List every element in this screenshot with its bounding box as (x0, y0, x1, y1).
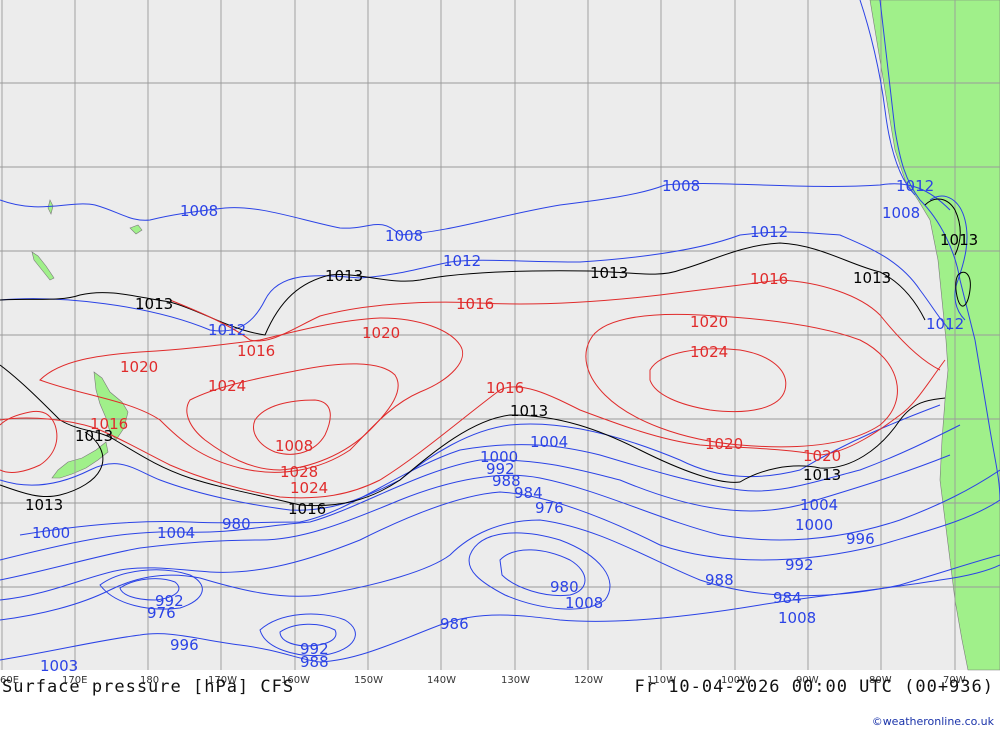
isobar-label: 1013 (25, 496, 63, 514)
lon-label: 70W (943, 675, 966, 686)
isobar-label: 980 (222, 515, 251, 533)
lon-label: 160W (281, 675, 310, 686)
isobar-label: 1000 (480, 448, 518, 466)
isobar-label: 1008 (180, 202, 218, 220)
isobar-label: 1012 (443, 252, 481, 270)
south-america-land (869, 0, 1000, 671)
lon-label: 170E (62, 675, 87, 686)
isobar-label: 1016 (288, 500, 326, 518)
island-fiji-land (129, 224, 143, 235)
isobar-label: 1016 (486, 379, 524, 397)
lon-label: 60E (0, 675, 19, 686)
isobar-label: 1008 (882, 204, 920, 222)
isobar-label: 1000 (795, 516, 833, 534)
isobar-label: 1013 (75, 427, 113, 445)
isobar-label: 1016 (90, 415, 128, 433)
isobar-label: 992 (155, 592, 184, 610)
isobar-label: 1013 (803, 466, 841, 484)
lon-label: 80W (869, 675, 892, 686)
lon-label: 140W (427, 675, 456, 686)
isobars-low (0, 0, 1000, 663)
isobar-label: 1028 (280, 463, 318, 481)
isobar-label: 1013 (853, 269, 891, 287)
map-title: Surface pressure [hPa] CFS (2, 677, 295, 697)
credit-text[interactable]: ©weatheronline.co.uk (871, 715, 994, 728)
isobar-label: 988 (300, 653, 329, 671)
isobar-label: 1012 (208, 321, 246, 339)
isobar-label: 1008 (662, 177, 700, 195)
isobar-label: 1013 (135, 295, 173, 313)
isobar-label: 984 (773, 589, 802, 607)
isobar-label: 988 (705, 571, 734, 589)
isobar-label: 1004 (157, 524, 195, 542)
caption-bar: Surface pressure [hPa] CFS Fr 10-04-2026… (0, 677, 1000, 703)
isobar-label: 1013 (590, 264, 628, 282)
land-layer (31, 0, 1000, 671)
new-zealand-south-land (51, 441, 109, 479)
isobar-label: 1020 (362, 324, 400, 342)
lon-label: 100W (721, 675, 750, 686)
isobar-label: 984 (514, 484, 543, 502)
lon-label: 90W (796, 675, 819, 686)
lon-label: 180 (140, 675, 159, 686)
isobar-label: 1008 (385, 227, 423, 245)
isobar-label: 1024 (690, 343, 728, 361)
longitude-labels: 60E 170E 180 170W 160W 150W 140W 130W 12… (0, 675, 966, 686)
isobar-label: 1008 (565, 594, 603, 612)
isobar-label: 1013 (940, 231, 978, 249)
isobar-label: 1016 (237, 342, 275, 360)
lon-label: 150W (354, 675, 383, 686)
isobar-label: 976 (535, 499, 564, 517)
isobar-label: 1008 (778, 609, 816, 627)
isobar-label: 1020 (705, 435, 743, 453)
isobar-label: 1020 (690, 313, 728, 331)
isobar-label: 1020 (120, 358, 158, 376)
isobar-label: 1012 (750, 223, 788, 241)
isobar-label: 1024 (208, 377, 246, 395)
isobar-labels: 1008 1008 1008 1008 1012 1012 1012 1012 … (25, 177, 978, 675)
isobar-label: 1013 (325, 267, 363, 285)
isobar-label: 992 (300, 640, 329, 658)
isobar-label: 1012 (926, 315, 964, 333)
isobars-high (0, 279, 946, 499)
isobar-label: 1008 (275, 437, 313, 455)
lon-label: 110W (647, 675, 676, 686)
new-zealand-north-land (93, 371, 129, 441)
isobar-label: 1013 (510, 402, 548, 420)
isobar-label: 1004 (530, 433, 568, 451)
isobar-label: 1016 (750, 270, 788, 288)
isobar-label: 1020 (803, 447, 841, 465)
isobar-label: 980 (550, 578, 579, 596)
isobar-label: 1016 (456, 295, 494, 313)
isobar-label: 992 (486, 460, 515, 478)
isobar-label: 1012 (896, 177, 934, 195)
isobar-label: 988 (492, 472, 521, 490)
isobars-normal (0, 198, 971, 507)
isobar-label: 996 (170, 636, 199, 654)
valid-time: Fr 10-04-2026 00:00 UTC (00+936) (634, 677, 994, 697)
lon-label: 130W (501, 675, 530, 686)
isobar-label: 992 (785, 556, 814, 574)
pressure-map: 1008 1008 1008 1008 1012 1012 1012 1012 … (0, 0, 1000, 686)
isobar-label: 996 (846, 530, 875, 548)
island-caledonia-land (31, 251, 55, 281)
island-vanuatu-land (47, 199, 54, 215)
isobar-label: 976 (147, 604, 176, 622)
isobar-label: 986 (440, 615, 469, 633)
isobar-label: 1000 (32, 524, 70, 542)
lon-label: 170W (208, 675, 237, 686)
graticule (0, 0, 1000, 670)
isobar-label: 1003 (40, 657, 78, 675)
isobar-label: 1024 (290, 479, 328, 497)
lon-label: 120W (574, 675, 603, 686)
isobar-label: 1004 (800, 496, 838, 514)
